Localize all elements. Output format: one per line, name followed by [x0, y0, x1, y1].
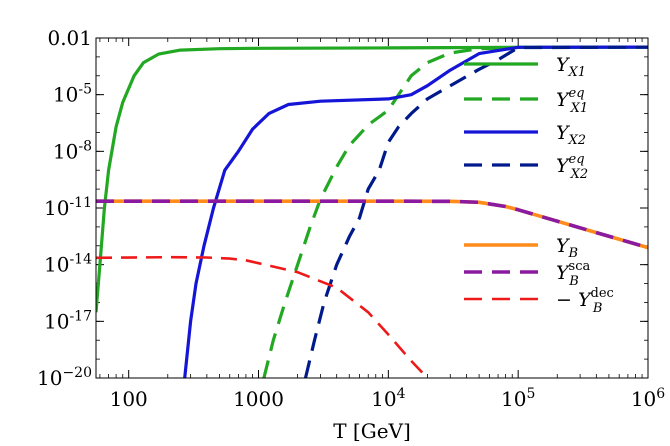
y-tick-label: 10-17 — [44, 308, 92, 333]
x-tick-label: 106 — [631, 386, 665, 411]
legend-label-5: Ysca B — [556, 259, 590, 289]
tick-labels: 100 1000 104 105 106 0.01 10-5 10-8 10-11 10-14 10… — [37, 26, 665, 411]
x-tick-label: 100 — [110, 387, 148, 411]
series-line-3 — [303, 45, 648, 378]
y-tick-label: 10-14 — [44, 252, 92, 277]
legend-label-3: Yeq X2 — [556, 152, 588, 182]
series-line-0 — [96, 45, 648, 313]
series-line-6 — [96, 255, 429, 378]
y-tick-label: 10−20 — [37, 365, 92, 390]
series-lines — [96, 45, 648, 378]
x-tick-label: 1000 — [233, 387, 284, 411]
legend-label-6: − Ydec B — [556, 286, 614, 316]
y-tick-label: 0.01 — [47, 26, 92, 50]
x-tick-label: 104 — [371, 386, 405, 411]
legend-label-1: Yeq X1 — [556, 86, 588, 116]
series-line-2 — [183, 45, 648, 378]
legend-label-2: YX2 — [556, 122, 586, 148]
x-tick-label: 105 — [501, 386, 535, 411]
series-line-1 — [262, 45, 648, 378]
legend-label-0: YX1 — [556, 54, 586, 80]
plot-frame — [95, 37, 649, 379]
y-tick-label: 10-8 — [53, 138, 92, 163]
y-tick-label: 10-5 — [53, 82, 92, 107]
series-line-5 — [96, 199, 648, 250]
y-tick-label: 10-11 — [44, 195, 92, 220]
legend-label-4: YB — [556, 235, 578, 261]
x-axis-title: T [GeV] — [333, 419, 411, 443]
